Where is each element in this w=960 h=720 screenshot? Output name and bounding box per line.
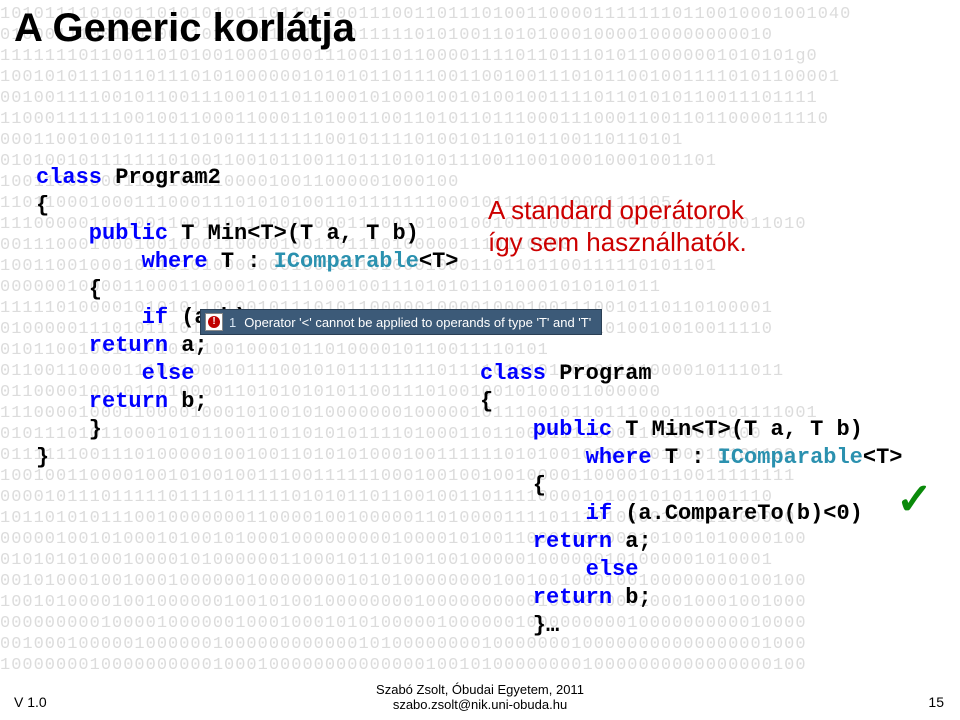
code-text: T Min<T>(T a, T b) (612, 417, 863, 442)
type-icomparable: IComparable (718, 445, 863, 470)
footer-line-2: szabo.zsolt@nik.uni-obuda.hu (0, 697, 960, 712)
code-text: T Min<T>(T a, T b) (168, 221, 419, 246)
kw-if: if (480, 501, 612, 526)
kw-where: where (480, 445, 652, 470)
code-text: } (36, 417, 102, 442)
kw-else: else (36, 361, 194, 386)
code-text: Program2 (102, 165, 221, 190)
code-text: <T> (419, 249, 459, 274)
note-line-1: A standard operátorok (488, 194, 747, 226)
code-text: } (36, 445, 49, 470)
error-number: 1 (229, 315, 236, 330)
code-text: T : (208, 249, 274, 274)
note-line-2: így sem használhatók. (488, 226, 747, 258)
check-mark-icon: ✓ (896, 474, 933, 525)
code-text: (a.CompareTo(b)<0) (612, 501, 863, 526)
error-note: A standard operátorok így sem használhat… (488, 194, 747, 258)
code-text: { (480, 473, 546, 498)
page-title: A Generic korlátja (14, 6, 355, 51)
code-text: { (480, 389, 493, 414)
kw-return: return (480, 585, 612, 610)
code-block-right: class Program { public T Min<T>(T a, T b… (480, 360, 903, 640)
code-text: b; (612, 585, 652, 610)
kw-where: where (36, 249, 208, 274)
footer-line-1: Szabó Zsolt, Óbudai Egyetem, 2011 (0, 682, 960, 697)
kw-class: class (480, 361, 546, 386)
kw-return: return (36, 389, 168, 414)
error-icon: ! (205, 313, 223, 331)
type-icomparable: IComparable (274, 249, 419, 274)
code-text: { (36, 193, 49, 218)
footer: Szabó Zsolt, Óbudai Egyetem, 2011 szabo.… (0, 682, 960, 712)
code-text: <T> (863, 445, 903, 470)
kw-public: public (36, 221, 168, 246)
code-text: T : (652, 445, 718, 470)
code-text: }… (480, 613, 559, 638)
kw-return: return (36, 333, 168, 358)
code-text: { (36, 277, 102, 302)
kw-else: else (480, 557, 638, 582)
kw-class: class (36, 165, 102, 190)
code-text: a; (168, 333, 208, 358)
code-text: Program (546, 361, 652, 386)
error-glyph-icon: ! (208, 316, 220, 328)
kw-return: return (480, 529, 612, 554)
page-number: 15 (928, 694, 944, 710)
kw-if: if (36, 305, 168, 330)
code-text: b; (168, 389, 208, 414)
error-tooltip: ! 1 Operator '<' cannot be applied to op… (200, 309, 602, 335)
code-text: a; (612, 529, 652, 554)
kw-public: public (480, 417, 612, 442)
error-text: Operator '<' cannot be applied to operan… (244, 315, 591, 330)
